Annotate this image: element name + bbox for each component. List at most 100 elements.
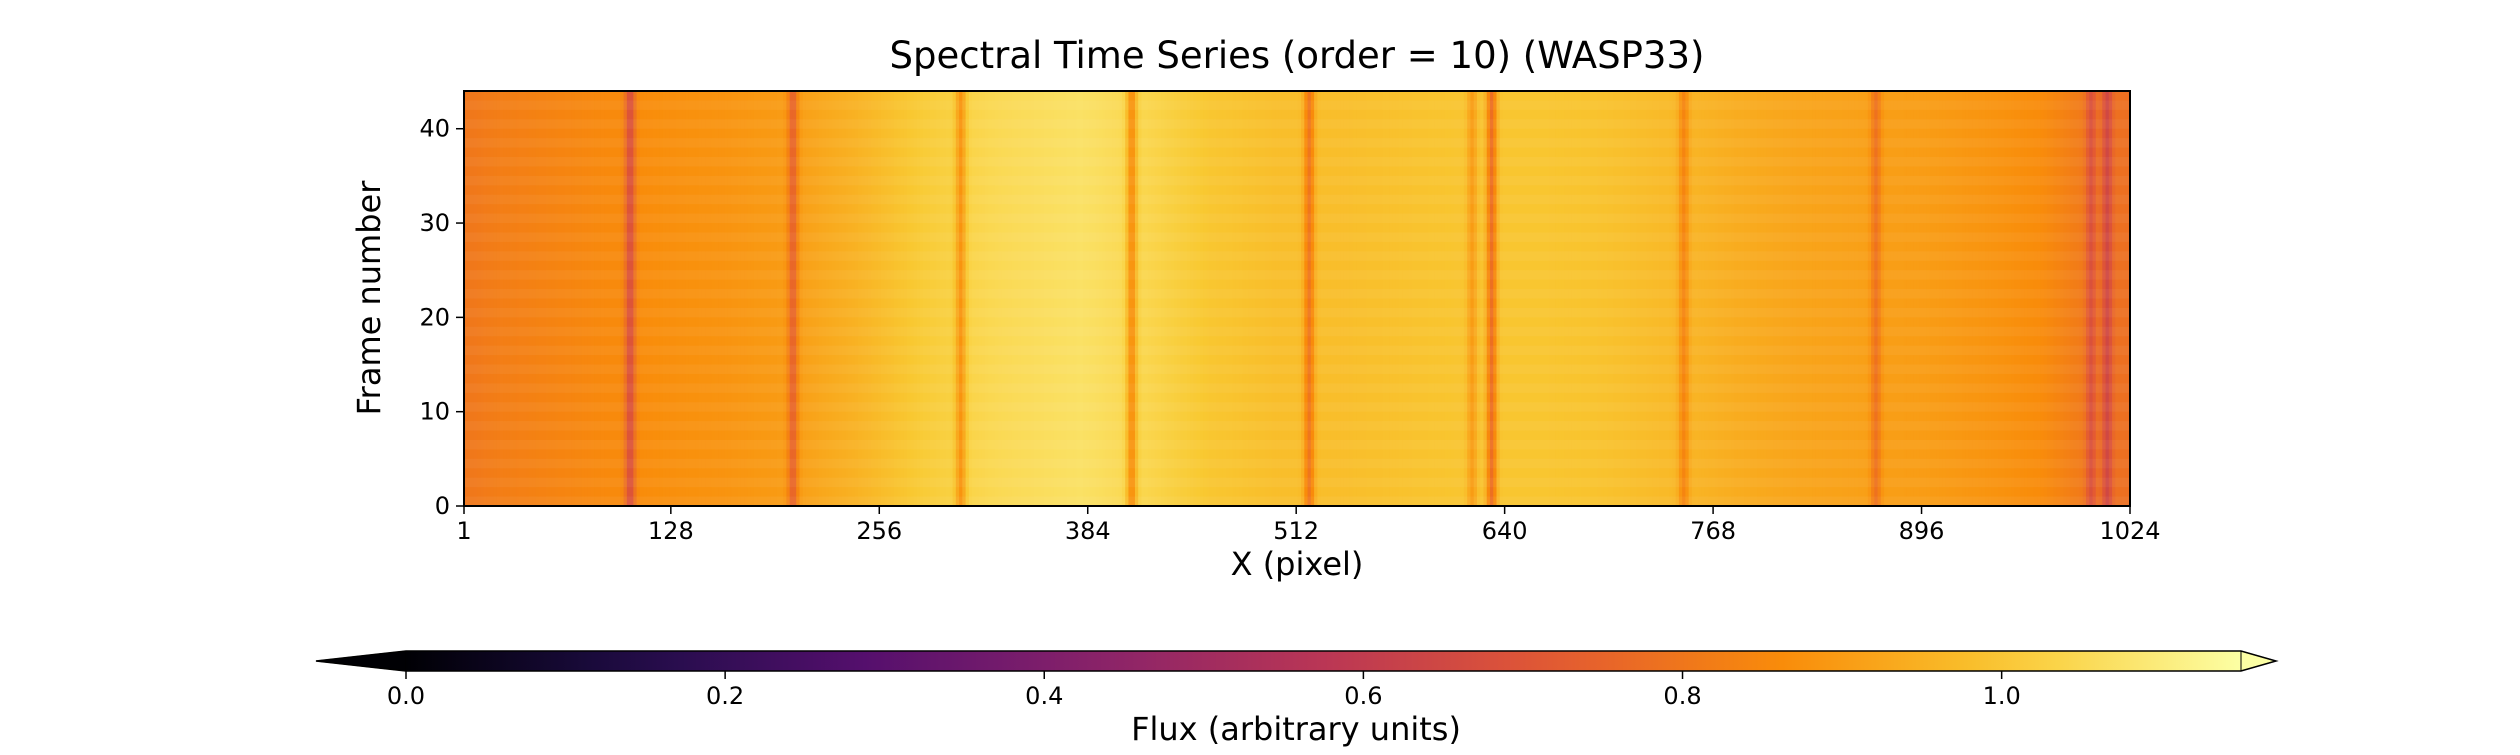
heatmap-column — [2024, 91, 2028, 506]
frame-row — [464, 421, 2130, 431]
heatmap-column — [1932, 91, 1937, 506]
heatmap-column — [802, 91, 807, 506]
heatmap-column — [467, 91, 472, 506]
heatmap-column — [884, 91, 889, 506]
colorbar-tick-label: 0.0 — [387, 682, 425, 710]
heatmap-column — [574, 91, 579, 506]
heatmap-column — [1053, 91, 1058, 506]
heatmap-column — [1183, 91, 1188, 506]
heatmap-column — [1760, 91, 1765, 506]
heatmap-column — [792, 91, 797, 506]
heatmap-column — [1314, 91, 1318, 506]
heatmap-column — [581, 91, 586, 506]
heatmap-column — [1848, 91, 1853, 506]
heatmap-column — [1763, 91, 1768, 506]
heatmap-column — [1252, 91, 1257, 506]
heatmap-column — [672, 91, 677, 506]
heatmap-column — [529, 91, 533, 506]
heatmap-column — [1783, 91, 1787, 506]
heatmap-column — [1320, 91, 1325, 506]
heatmap-column — [1656, 91, 1660, 506]
heatmap-column — [1916, 91, 1921, 506]
frame-row — [464, 232, 2130, 242]
frame-row — [464, 307, 2130, 318]
heatmap-column — [910, 91, 915, 506]
heatmap-column — [1131, 91, 1136, 506]
heatmap-column — [753, 91, 758, 506]
heatmap-column — [838, 91, 843, 506]
heatmap-column — [1923, 91, 1928, 506]
heatmap-column — [1519, 91, 1524, 506]
heatmap-column — [819, 91, 823, 506]
heatmap-column — [1128, 91, 1133, 506]
heatmap-column — [858, 91, 862, 506]
heatmap-column — [1125, 91, 1130, 506]
heatmap-column — [708, 91, 713, 506]
heatmap-column — [1542, 91, 1546, 506]
colorbar-tick-label: 1.0 — [1983, 682, 2021, 710]
heatmap-column — [1369, 91, 1374, 506]
heatmap-column — [656, 91, 661, 506]
heatmap-column — [564, 91, 569, 506]
heatmap-column — [2017, 91, 2022, 506]
heatmap-column — [1838, 91, 1843, 506]
heatmap-column — [786, 91, 791, 506]
frame-row — [464, 213, 2130, 224]
heatmap-column — [1323, 91, 1328, 506]
heatmap-column — [1089, 91, 1094, 506]
heatmap-column — [2079, 91, 2084, 506]
heatmap-column — [1450, 91, 1455, 506]
heatmap-column — [1516, 91, 1520, 506]
heatmap-column — [1594, 91, 1599, 506]
heatmap-column — [1704, 91, 1709, 506]
heatmap-column — [766, 91, 771, 506]
heatmap-column — [1099, 91, 1103, 506]
heatmap-column — [1239, 91, 1244, 506]
heatmap-column — [509, 91, 514, 506]
heatmap-column — [1020, 91, 1025, 506]
heatmap-column — [1047, 91, 1051, 506]
heatmap-column — [1695, 91, 1700, 506]
heatmap-column — [652, 91, 657, 506]
heatmap-column — [1069, 91, 1074, 506]
heatmap-column — [1463, 91, 1468, 506]
heatmap-column — [636, 91, 641, 506]
x-tick-label: 1 — [456, 517, 471, 545]
heatmap-column — [568, 91, 573, 506]
heatmap-column — [1633, 91, 1638, 506]
heatmap-column — [848, 91, 853, 506]
heatmap-column — [1913, 91, 1918, 506]
frame-row — [464, 439, 2130, 450]
heatmap-column — [1222, 91, 1227, 506]
heatmap-column — [1721, 91, 1726, 506]
heatmap-column — [2105, 91, 2110, 506]
heatmap-column — [2059, 91, 2064, 506]
heatmap-column — [867, 91, 872, 506]
heatmap-column — [1506, 91, 1511, 506]
heatmap-column — [1701, 91, 1706, 506]
heatmap-column — [1460, 91, 1465, 506]
heatmap-column — [1467, 91, 1472, 506]
heatmap-column — [1757, 91, 1761, 506]
heatmap-column — [1229, 91, 1234, 506]
heatmap-column — [2095, 91, 2100, 506]
colorbar-tick-label: 0.4 — [1025, 682, 1063, 710]
heatmap-column — [1597, 91, 1602, 506]
heatmap-column — [978, 91, 983, 506]
heatmap-column — [1086, 91, 1090, 506]
heatmap-column — [591, 91, 595, 506]
frame-row — [464, 138, 2130, 148]
heatmap-column — [1278, 91, 1283, 506]
heatmap-column — [779, 91, 784, 506]
heatmap-column — [841, 91, 846, 506]
heatmap-column — [2099, 91, 2103, 506]
frame-row — [464, 119, 2130, 129]
heatmap-column — [1011, 91, 1016, 506]
heatmap-column — [1942, 91, 1947, 506]
heatmap-column — [1981, 91, 1986, 506]
heatmap-column — [522, 91, 527, 506]
heatmap-column — [1024, 91, 1029, 506]
heatmap-column — [490, 91, 494, 506]
heatmap-column — [1571, 91, 1576, 506]
heatmap-column — [1105, 91, 1110, 506]
